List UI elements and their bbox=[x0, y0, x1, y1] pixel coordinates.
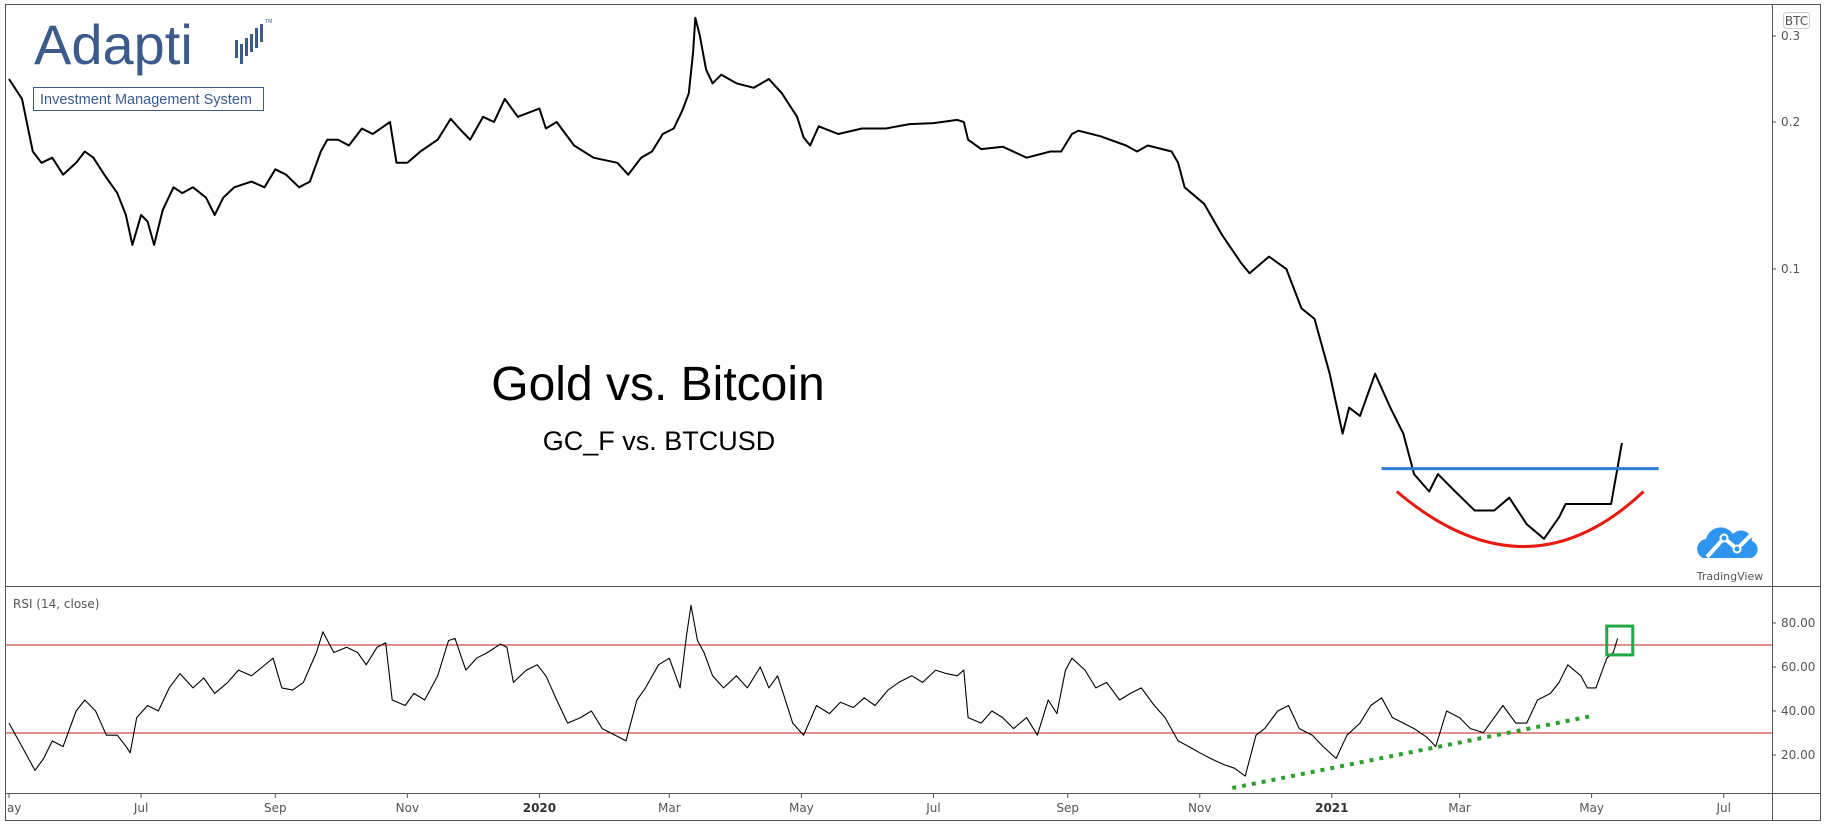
time-axis-label: Jul bbox=[925, 801, 940, 815]
rsi-axis-label: 80.00 bbox=[1781, 616, 1815, 630]
price-ratio-line bbox=[8, 16, 1623, 540]
rsi-breakout-box bbox=[1605, 624, 1635, 657]
logo-brand: Adapti bbox=[34, 13, 193, 76]
time-axis-label: Sep bbox=[264, 801, 287, 815]
price-axis-label: 0.3 bbox=[1781, 29, 1800, 43]
tradingview-logo: TradingView bbox=[1696, 527, 1763, 583]
time-axis-label: Jul bbox=[1715, 801, 1730, 815]
logo-bars-icon bbox=[235, 24, 263, 64]
time-axis-label: 2020 bbox=[523, 801, 556, 815]
time-axis-label: May bbox=[0, 801, 21, 815]
time-axis-label: Nov bbox=[396, 801, 419, 815]
time-axis-label: Mar bbox=[658, 801, 681, 815]
rsi-label: RSI (14, close) bbox=[13, 597, 99, 611]
time-axis-label: Sep bbox=[1056, 801, 1079, 815]
time-axis-label: 2021 bbox=[1315, 801, 1348, 815]
rsi-axis-label: 20.00 bbox=[1781, 748, 1815, 762]
rsi-axis-label: 60.00 bbox=[1781, 660, 1815, 674]
time-axis-label: May bbox=[1579, 801, 1604, 815]
logo-tagline: Investment Management System bbox=[40, 92, 252, 108]
time-axis-label: May bbox=[789, 801, 814, 815]
rsi-support-trendline bbox=[1231, 714, 1593, 790]
price-axis-label: 0.2 bbox=[1781, 115, 1800, 129]
logo-trademark: TM bbox=[265, 19, 272, 25]
chart-title: Gold vs. Bitcoin bbox=[491, 358, 824, 411]
time-axis-label: Mar bbox=[1448, 801, 1471, 815]
rsi-line bbox=[8, 604, 1619, 777]
adaptiv-logo: Adapti TM Investment Management System bbox=[33, 13, 272, 111]
time-axis-label: Jul bbox=[133, 801, 148, 815]
cloud-icon bbox=[1697, 527, 1758, 559]
tradingview-label: TradingView bbox=[1696, 570, 1763, 583]
unit-badge-label: BTC bbox=[1785, 14, 1808, 28]
rsi-axis-label: 40.00 bbox=[1781, 704, 1815, 718]
chart-frame bbox=[5, 4, 1821, 821]
unit-badge bbox=[1783, 12, 1810, 29]
rounding-bottom-arc bbox=[1395, 490, 1645, 549]
price-axis-label: 0.1 bbox=[1781, 262, 1800, 276]
time-axis-label: Nov bbox=[1188, 801, 1211, 815]
chart-subtitle: GC_F vs. BTCUSD bbox=[543, 426, 776, 456]
